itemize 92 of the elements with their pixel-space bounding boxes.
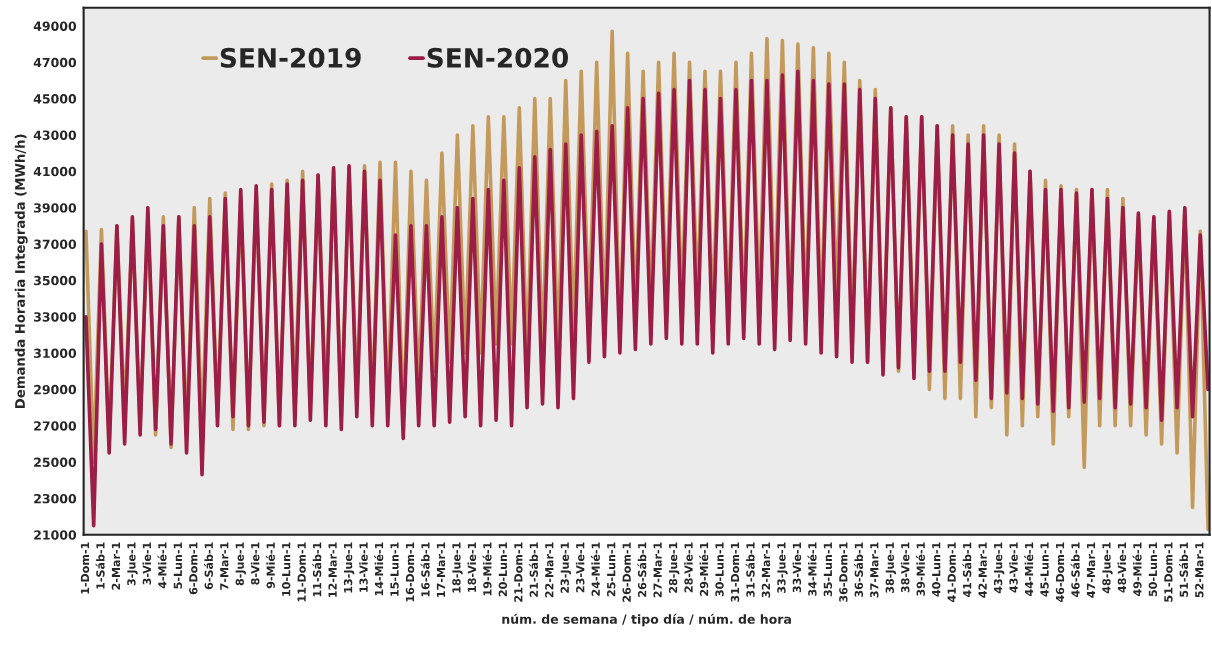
x-tick-label: 33-Jue-1 bbox=[777, 542, 788, 593]
legend-label: SEN-2019 bbox=[220, 47, 361, 68]
y-tick-label: 21000 bbox=[34, 530, 77, 540]
x-tick-label: 50-Lun-1 bbox=[1148, 542, 1158, 597]
y-axis-title: Demanda Horaria Integrada (MWh/h) bbox=[14, 134, 28, 408]
x-axis-title: núm. de semana / tipo día / núm. de hora bbox=[502, 613, 791, 627]
x-tick-label: 41-Dom-1 bbox=[947, 542, 956, 603]
legend-label: SEN-2020 bbox=[427, 47, 569, 68]
y-tick-label: 29000 bbox=[34, 384, 77, 395]
y-tick-label: 39000 bbox=[34, 203, 77, 213]
y-tick-label: 37000 bbox=[34, 239, 77, 249]
x-tick-label: 25-Lun-1 bbox=[606, 542, 616, 597]
y-tick-label: 31000 bbox=[34, 348, 77, 358]
y-tick-label: 23000 bbox=[34, 493, 77, 504]
x-tick-label: 28-Vie-1 bbox=[684, 542, 693, 593]
x-tick-label: 46-Sáb-1 bbox=[1070, 542, 1080, 598]
x-tick-label: 16-Dom-1 bbox=[405, 542, 415, 602]
y-tick-label: 33000 bbox=[34, 312, 77, 322]
x-tick-label: 14-Mié-1 bbox=[374, 542, 384, 596]
x-tick-label: 34-Mié-1 bbox=[807, 542, 817, 596]
x-tick-label: 26-Sáb-1 bbox=[637, 542, 647, 597]
x-tick-label: 27-Mar-1 bbox=[653, 542, 662, 598]
x-tick-label: 23-Jue-1 bbox=[560, 542, 572, 593]
x-tick-label: 16-Sáb-1 bbox=[420, 542, 430, 597]
x-tick-label: 6-Dom-1 bbox=[189, 542, 198, 595]
x-tick-label: 21-Sáb-1 bbox=[528, 542, 538, 597]
x-tick-label: 3-Vie-1 bbox=[142, 542, 152, 585]
x-tick-label: 13-Vie-1 bbox=[359, 542, 368, 592]
y-tick-label: 35000 bbox=[34, 275, 77, 286]
x-tick-label: 12-Mar-1 bbox=[328, 542, 337, 597]
x-tick-label: 1-Dom-1 bbox=[80, 542, 90, 594]
x-tick-label: 8-Jue-1 bbox=[235, 542, 247, 586]
x-tick-label: 4-Mié-1 bbox=[157, 542, 167, 589]
x-tick-label: 6-Sáb-1 bbox=[203, 542, 213, 590]
x-tick-label: 40-Lun-1 bbox=[932, 542, 941, 597]
x-tick-label: 52-Mar-1 bbox=[1195, 542, 1204, 598]
x-tick-label: 36-Sáb-1 bbox=[853, 542, 864, 597]
x-tick-label: 13-Jue-1 bbox=[343, 542, 355, 593]
x-tick-label: 36-Dom-1 bbox=[839, 542, 848, 602]
y-tick-label: 27000 bbox=[34, 421, 77, 431]
x-tick-label: 38-Jue-1 bbox=[885, 542, 897, 593]
x-tick-label: 38-Vie-1 bbox=[900, 542, 910, 593]
y-tick-label: 49000 bbox=[33, 21, 77, 31]
x-tick-label: 18-Vie-1 bbox=[467, 542, 477, 592]
x-tick-label: 39-Mié-1 bbox=[915, 542, 925, 596]
x-tick-label: 8-Vie-1 bbox=[250, 542, 260, 585]
x-tick-label: 47-Mar-1 bbox=[1086, 542, 1096, 598]
x-tick-label: 46-Dom-1 bbox=[1055, 542, 1065, 603]
x-tick-label: 29-Mié-1 bbox=[699, 542, 709, 596]
y-tick-label: 45000 bbox=[33, 94, 77, 104]
x-tick-label: 49-Mié-1 bbox=[1132, 542, 1142, 597]
y-tick-label: 25000 bbox=[34, 457, 77, 468]
x-tick-label: 3-Jue-1 bbox=[127, 542, 138, 586]
x-tick-label: 22-Mar-1 bbox=[545, 542, 554, 598]
x-tick-label: 51-Dom-1 bbox=[1164, 542, 1173, 602]
x-tick-label: 42-Mar-1 bbox=[978, 542, 987, 598]
x-tick-label: 37-Mar-1 bbox=[870, 542, 879, 598]
y-tick-label: 41000 bbox=[33, 166, 77, 177]
x-tick-label: 5-Lun-1 bbox=[173, 542, 183, 589]
x-tick-label: 17-Mar-1 bbox=[436, 542, 446, 597]
x-tick-label: 11-Dom-1 bbox=[297, 542, 306, 602]
x-tick-label: 11-Sáb-1 bbox=[312, 542, 322, 597]
x-tick-label: 20-Lun-1 bbox=[498, 542, 508, 597]
x-tick-label: 51-Sáb-1 bbox=[1178, 542, 1189, 597]
x-tick-label: 43-Jue-1 bbox=[993, 542, 1005, 594]
x-tick-label: 48-Jue-1 bbox=[1102, 542, 1113, 594]
x-tick-label: 19-Mié-1 bbox=[482, 542, 492, 596]
x-tick-label: 30-Lun-1 bbox=[715, 542, 724, 597]
x-tick-label: 31-Dom-1 bbox=[730, 542, 740, 602]
x-tick-label: 32-Mar-1 bbox=[761, 542, 771, 598]
x-tick-label: 2-Mar-1 bbox=[111, 542, 121, 590]
x-tick-label: 44-Mié-1 bbox=[1024, 542, 1034, 597]
x-tick-label: 33-Vie-1 bbox=[792, 542, 802, 593]
x-tick-label: 10-Lun-1 bbox=[281, 542, 291, 596]
x-tick-label: 18-Jue-1 bbox=[452, 542, 463, 593]
x-tick-label: 23-Vie-1 bbox=[575, 542, 585, 593]
x-tick-label: 35-Lun-1 bbox=[823, 542, 833, 597]
x-tick-label: 24-Mié-1 bbox=[590, 542, 600, 596]
x-tick-label: 41-Sáb-1 bbox=[962, 542, 972, 598]
x-tick-label: 9-Mié-1 bbox=[265, 542, 275, 589]
x-tick-label: 28-Jue-1 bbox=[668, 542, 680, 593]
y-tick-label: 47000 bbox=[33, 57, 77, 68]
x-tick-label: 15-Lun-1 bbox=[390, 542, 399, 596]
x-tick-label: 48-Vie-1 bbox=[1117, 542, 1127, 593]
x-tick-label: 26-Dom-1 bbox=[622, 542, 631, 602]
x-tick-label: 31-Sáb-1 bbox=[745, 542, 755, 597]
x-tick-label: 43-Vie-1 bbox=[1009, 542, 1018, 593]
x-tick-label: 21-Dom-1 bbox=[514, 542, 523, 602]
y-tick-label: 43000 bbox=[33, 130, 77, 140]
x-tick-label: 45-Lun-1 bbox=[1040, 542, 1049, 597]
x-tick-label: 1-Sáb-1 bbox=[95, 542, 105, 589]
x-tick-label: 7-Mar-1 bbox=[220, 542, 229, 590]
